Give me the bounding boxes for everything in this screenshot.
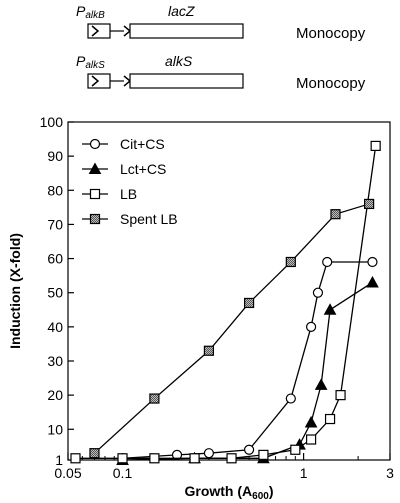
marker-open-square: [335, 390, 346, 401]
legend-label: Spent LB: [120, 211, 178, 227]
y-tick-label: 50: [47, 285, 63, 301]
x-axis-label: Growth (A600): [184, 483, 273, 502]
marker-open-square: [324, 413, 336, 425]
marker-filled-triangle: [314, 378, 328, 390]
x-tick-label: 1: [300, 465, 308, 481]
promoter-label-palks: PalkS: [76, 53, 105, 71]
legend-item: LB: [82, 186, 137, 202]
series-layer: [70, 140, 381, 465]
marker-open-circle: [312, 287, 324, 298]
marker-open-square: [226, 453, 237, 464]
marker-open-square: [70, 453, 81, 464]
y-tick-label: 80: [47, 182, 63, 198]
marker-open-square: [370, 140, 381, 151]
marker-filled-triangle: [304, 415, 318, 428]
marker-shaded-square: [243, 297, 255, 309]
x-tick-label: 3: [386, 465, 394, 481]
legend-label: LB: [120, 186, 137, 202]
y-tick-label: 100: [40, 114, 64, 130]
series-spent-lb: [89, 198, 375, 459]
gene-label-lacz: lacZ: [168, 3, 195, 19]
legend-label: Cit+CS: [120, 136, 165, 152]
promoter-arrow-icon: [91, 25, 100, 37]
y-tick-label: 40: [47, 319, 63, 335]
marker-shaded-square: [285, 256, 296, 268]
marker-open-circle: [367, 256, 378, 268]
y-tick-label: 60: [47, 251, 63, 267]
legend-item: Lct+CS: [82, 161, 166, 177]
construct-palks-alks: PalkS alkS Monocopy: [76, 53, 366, 92]
marker-filled-triangle: [88, 162, 102, 174]
marker-open-circle: [89, 138, 101, 150]
series-line: [122, 261, 373, 459]
marker-shaded-square: [330, 209, 341, 220]
marker-open-square: [189, 453, 200, 464]
marker-open-square: [149, 453, 160, 464]
marker-shaded-square: [89, 213, 101, 225]
marker-shaded-square: [89, 448, 100, 459]
marker-shaded-square: [203, 345, 215, 356]
plot-frame: [67, 121, 391, 461]
series-lb: [70, 140, 381, 464]
y-tick-label: 20: [47, 387, 63, 403]
x-tick-label: 0.1: [113, 465, 133, 481]
copy-label: Monocopy: [296, 25, 366, 42]
gene-box: [129, 23, 244, 39]
y-tick-label: 70: [47, 216, 63, 232]
legend: Cit+CS Lct+CS LB Spent LB: [82, 136, 178, 227]
marker-shaded-square: [149, 393, 160, 404]
marker-open-square: [290, 444, 301, 455]
y-tick-label: 1: [55, 452, 63, 468]
marker-open-circle: [285, 393, 296, 404]
x-tick-label: 0.05: [54, 465, 81, 481]
legend-label: Lct+CS: [120, 161, 166, 177]
marker-open-circle: [171, 449, 183, 460]
marker-filled-triangle: [366, 275, 379, 288]
start-arrow-icon: [123, 25, 132, 37]
marker-shaded-square: [364, 198, 375, 210]
marker-open-square: [117, 453, 128, 464]
axes: 1 10 20 30 40 50 60 70 80 90 100 0.05 0.1 1 3: [40, 114, 394, 481]
marker-open-square: [258, 449, 269, 460]
y-tick-label: 90: [47, 148, 63, 164]
y-tick-label: 10: [47, 421, 63, 437]
marker-open-circle: [305, 321, 317, 332]
legend-item: Cit+CS: [82, 136, 165, 152]
construct-palkb-lacz: PalkB lacZ Monocopy: [76, 3, 366, 42]
legend-item: Spent LB: [82, 211, 178, 227]
y-tick-label: 30: [47, 353, 63, 369]
marker-open-circle: [203, 448, 215, 459]
marker-open-square: [305, 434, 317, 445]
marker-filled-triangle: [323, 303, 337, 315]
chart: 1 10 20 30 40 50 60 70 80 90 100 0.05 0.1 1 3 Cit+CS Lc…: [7, 114, 394, 502]
series-line: [122, 281, 373, 461]
y-axis-label: Induction (X-fold): [7, 233, 23, 349]
series-cit-cs: [117, 256, 378, 464]
gene-label-alks: alkS: [165, 53, 193, 69]
copy-label: Monocopy: [296, 75, 366, 92]
promoter-arrow-icon: [91, 75, 100, 87]
promoter-label-palkb: PalkB: [76, 3, 105, 21]
start-arrow-icon: [123, 75, 132, 87]
marker-open-square: [89, 188, 101, 200]
marker-open-circle: [322, 256, 333, 268]
gene-box: [129, 73, 244, 89]
marker-open-circle: [243, 444, 255, 455]
